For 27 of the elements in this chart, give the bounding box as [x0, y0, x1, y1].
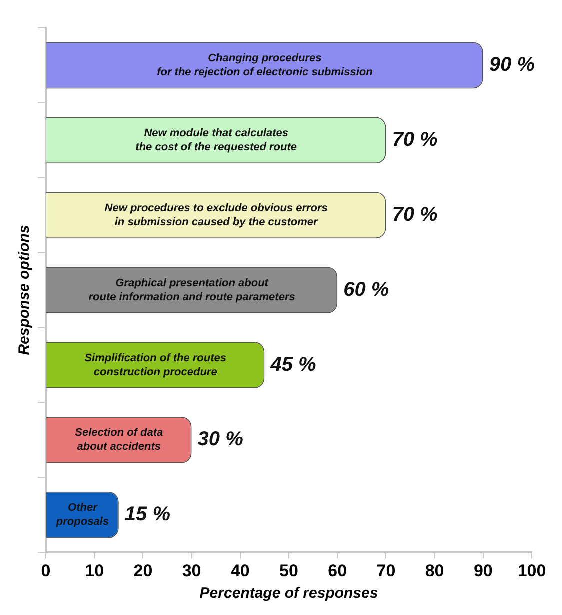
y-tick-label: Selection of data about accidents [75, 427, 164, 454]
x-tick-label: 30 [182, 561, 202, 580]
x-tick-label: 80 [425, 561, 444, 580]
x-tick-label: 90 [474, 561, 493, 580]
data-label: 30 % [198, 428, 244, 451]
y-tick-label: New module that calculates the cost of the requested route [136, 127, 298, 154]
y-tick-label: Other proposals [55, 502, 109, 528]
x-tick-label: 70 [376, 561, 396, 580]
x-tick-label: 10 [85, 561, 104, 580]
data-label: 90 % [489, 54, 536, 76]
data-label: 70 % [392, 128, 438, 151]
x-tick-label: 20 [134, 561, 153, 580]
y-tick-label: Graphical presentation about route information and route parameters [88, 277, 296, 304]
y-tick-label: Simplification of the routes construction procedure [84, 352, 226, 378]
x-tick-label: 100 [518, 561, 546, 580]
x-tick-label: 0 [41, 561, 51, 580]
data-label: 15 % [124, 504, 171, 526]
y-tick-label: New procedures to exclude obvious errors in submission caused by the customer [104, 202, 328, 228]
x-tick-label: 60 [328, 561, 348, 580]
x-axis-title: Percentage of responses [200, 585, 378, 602]
data-label: 45 % [270, 354, 317, 376]
x-tick-label: 40 [230, 561, 250, 580]
y-axis-title: Response options [16, 225, 34, 356]
data-label: 60 % [344, 278, 390, 301]
x-tick-label: 50 [280, 561, 298, 580]
data-label: 70 % [392, 204, 438, 226]
y-tick-label: Changing procedures for the rejection of electronic submission [157, 52, 374, 79]
